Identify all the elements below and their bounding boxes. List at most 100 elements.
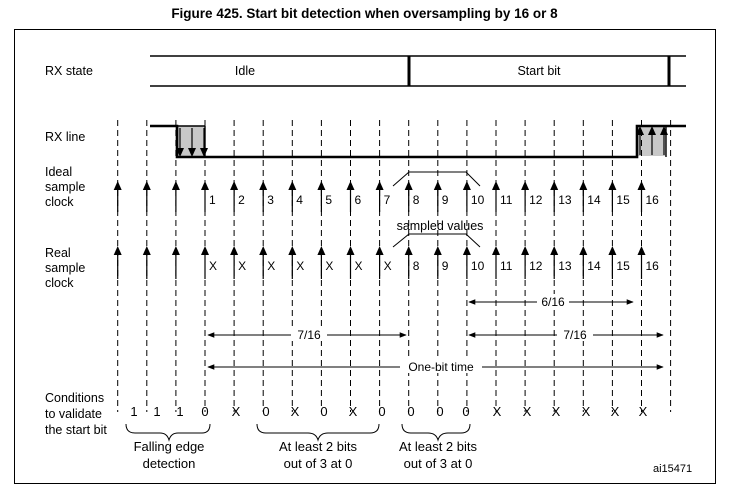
condition-value: X — [582, 404, 591, 419]
ideal-clock-arrow — [259, 181, 268, 212]
figure-title: Figure 425. Start bit detection when ove… — [171, 6, 558, 21]
real-tick-label: X — [325, 259, 333, 273]
real-tick-label: X — [267, 259, 275, 273]
ideal-clock-arrow — [317, 181, 326, 212]
condition-value: X — [349, 404, 358, 419]
real-clock-arrow — [637, 246, 646, 279]
label-rx-line: RX line — [45, 130, 85, 144]
ideal-tick-label: 15 — [616, 193, 630, 207]
real-tick-label: X — [296, 259, 304, 273]
condition-value: X — [611, 404, 620, 419]
ideal-tick-label: 5 — [325, 193, 332, 207]
ideal-clock-arrow — [608, 181, 617, 212]
ideal-clock-arrow — [579, 181, 588, 212]
ideal-tick-label: 10 — [471, 193, 485, 207]
condition-value: 0 — [201, 404, 208, 419]
real-sample-clock: X X X X X X X 8 9 10 11 12 13 14 15 16 — [113, 246, 659, 279]
condition-value: 0 — [320, 404, 327, 419]
ideal-clock-arrow — [462, 181, 471, 212]
real-clock-arrow — [113, 246, 122, 279]
ideal-tick-label: 14 — [587, 193, 601, 207]
state-idle: Idle — [235, 64, 255, 78]
real-tick-label: X — [384, 259, 392, 273]
real-tick-label: 12 — [529, 259, 543, 273]
figure-reference-id: ai15471 — [653, 463, 692, 475]
label-cond-3: the start bit — [45, 423, 107, 437]
ideal-clock-arrow — [492, 181, 500, 212]
real-clock-arrow — [462, 246, 471, 279]
measurement-lines — [207, 299, 664, 370]
ideal-clock-arrow — [637, 181, 646, 212]
ideal-clock-arrow — [550, 181, 559, 212]
real-clock-arrow — [608, 246, 617, 279]
note-at-least-2a: At least 2 bits — [399, 439, 478, 454]
real-clock-arrow — [230, 246, 239, 279]
ideal-tick-label: 11 — [500, 193, 513, 207]
real-clock-arrow — [171, 246, 180, 279]
ideal-clock-arrow — [142, 181, 151, 212]
real-clock-arrow — [375, 246, 384, 279]
real-clock-arrow — [317, 246, 326, 279]
ideal-tick-label: 8 — [413, 193, 420, 207]
rx-rising-arrow — [660, 126, 668, 155]
real-clock-arrow — [142, 246, 151, 279]
rx-falling-arrow — [176, 128, 184, 157]
note-at-least-1a: At least 2 bits — [279, 439, 358, 454]
ideal-clock-arrow — [521, 181, 530, 212]
condition-value: X — [493, 404, 502, 419]
ideal-clock-arrow — [201, 181, 209, 212]
real-tick-label: X — [209, 259, 217, 273]
real-clock-arrow — [433, 246, 442, 279]
ideal-clock-arrow — [171, 181, 180, 212]
measure-7-16-left: 7/16 — [297, 328, 321, 342]
rx-falling-arrow — [200, 128, 208, 157]
real-tick-label: 14 — [587, 259, 601, 273]
condition-value: X — [552, 404, 561, 419]
real-tick-label: 8 — [413, 259, 420, 273]
rx-line-signal — [150, 124, 686, 159]
label-ideal-3: clock — [45, 195, 74, 209]
ideal-tick-label: 2 — [238, 193, 245, 207]
label-real-3: clock — [45, 276, 74, 290]
ideal-tick-label: 3 — [267, 193, 274, 207]
label-ideal-2: sample — [45, 180, 85, 194]
ideal-clock-arrow — [375, 181, 384, 212]
condition-value: X — [232, 404, 241, 419]
condition-value: 1 — [153, 404, 160, 419]
condition-value: 0 — [262, 404, 269, 419]
condition-value: 0 — [436, 404, 443, 419]
label-cond-2: to validate — [45, 407, 102, 421]
real-clock-arrow — [346, 246, 355, 279]
ideal-clock-arrow — [433, 181, 442, 212]
label-cond-1: Conditions — [45, 391, 104, 405]
real-clock-arrow — [492, 246, 500, 279]
real-tick-label: 15 — [616, 259, 630, 273]
real-clock-arrow — [579, 246, 588, 279]
note-at-least-2b: out of 3 at 0 — [404, 456, 473, 471]
label-real-1: Real — [45, 246, 71, 260]
condition-value: 0 — [378, 404, 385, 419]
rx-state-row — [150, 55, 686, 87]
condition-value: 0 — [407, 404, 414, 419]
sampled-values-bracket — [392, 171, 481, 248]
label-ideal-1: Ideal — [45, 165, 72, 179]
condition-value: X — [639, 404, 648, 419]
condition-value: 1 — [176, 404, 183, 419]
rx-falling-arrow — [188, 128, 196, 157]
condition-value: X — [291, 404, 300, 419]
ideal-clock-arrow — [404, 181, 413, 212]
real-tick-label: 9 — [442, 259, 449, 273]
ideal-sample-clock: 1 2 3 4 5 6 7 8 9 10 11 12 13 14 15 16 — [113, 181, 660, 212]
ideal-tick-label: 16 — [646, 193, 660, 207]
ideal-tick-label: 4 — [296, 193, 303, 207]
sampled-values-label: sampled values — [397, 219, 484, 233]
ideal-tick-label: 12 — [529, 193, 543, 207]
real-tick-label: 11 — [500, 259, 513, 273]
condition-value: 0 — [462, 404, 469, 419]
note-falling-edge-1: Falling edge — [134, 439, 205, 454]
figure-frame — [14, 29, 716, 484]
ideal-tick-label: 9 — [442, 193, 449, 207]
ideal-clock-arrow — [288, 181, 297, 212]
measure-7-16-right: 7/16 — [563, 328, 587, 342]
